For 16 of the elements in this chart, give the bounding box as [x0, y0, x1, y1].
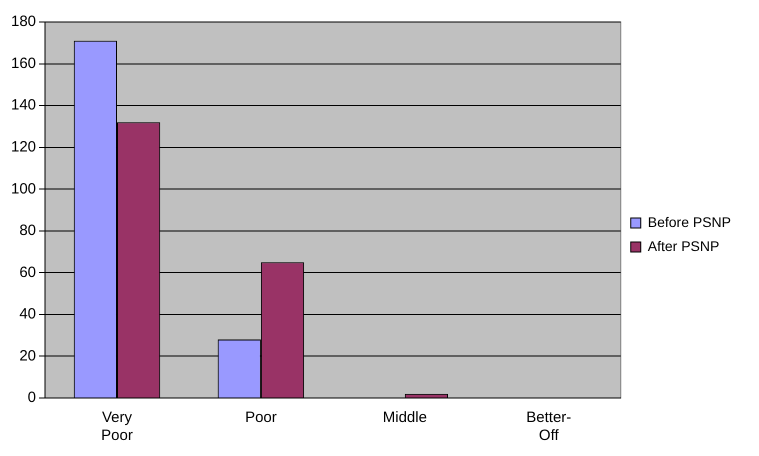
- x-tick-label: Better-Off: [526, 409, 572, 444]
- y-tick-label: 60: [19, 264, 36, 281]
- x-tick-label: Middle: [382, 409, 427, 426]
- y-tick-label: 20: [19, 347, 36, 364]
- y-tick-label: 80: [19, 222, 36, 240]
- y-tick-label: 0: [28, 389, 36, 406]
- legend-label: Before PSNP: [648, 214, 732, 230]
- y-tick-label: 140: [10, 96, 36, 114]
- y-tick-label: 100: [10, 180, 36, 198]
- legend-label: After PSNP: [648, 238, 720, 254]
- y-tick-label: 180: [10, 13, 36, 30]
- y-tick-label: 120: [10, 138, 36, 156]
- x-tick-label: Poor: [245, 409, 277, 426]
- x-tick-label: Very Poor: [101, 409, 133, 444]
- y-tick-label: 160: [10, 54, 36, 72]
- y-tick-label: 40: [19, 306, 36, 323]
